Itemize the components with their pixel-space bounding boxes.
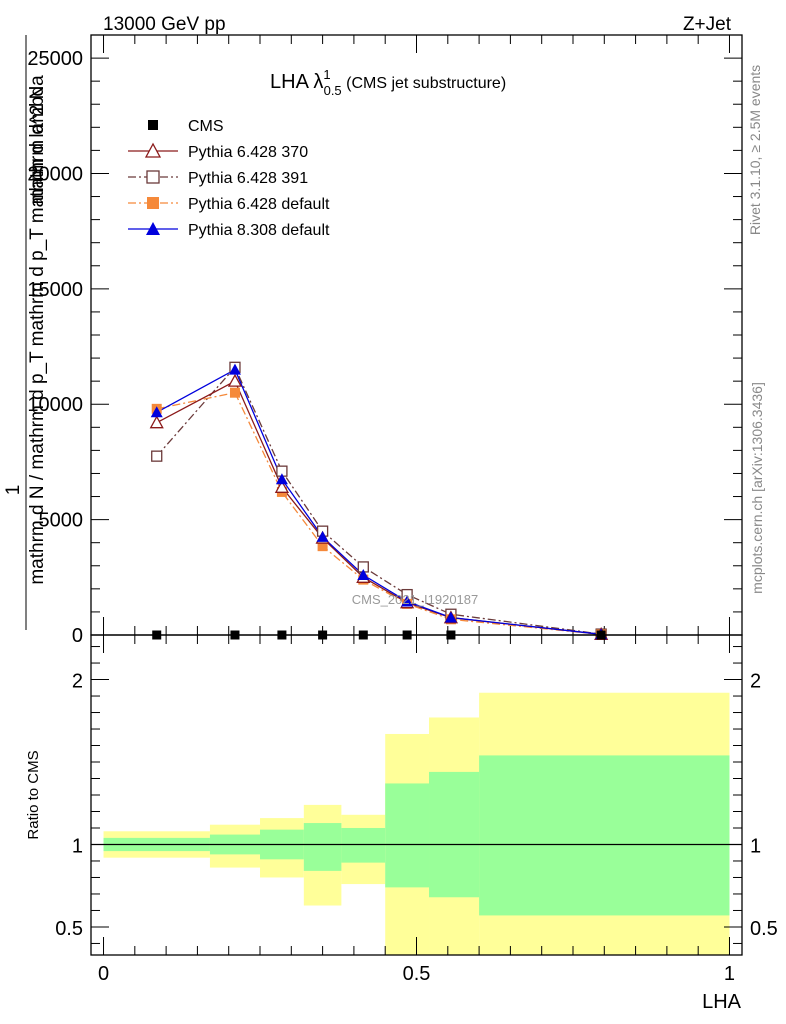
data-point: [317, 541, 328, 552]
watermark: CMS_2021_I1920187: [352, 592, 479, 607]
legend-label: Pythia 6.428 391: [188, 170, 308, 187]
ratio-stat-band: [385, 783, 430, 888]
data-point: [228, 363, 241, 375]
data-point: [149, 415, 164, 429]
main-y-tick-label: 20000: [27, 163, 83, 185]
ratio-y-tick-label: 1: [750, 835, 761, 857]
data-point: [275, 473, 288, 485]
main-y-tick-label: 0: [72, 625, 83, 647]
data-point: [444, 611, 457, 623]
ratio-y-tick-label: 2: [750, 671, 761, 693]
ratio-stat-band: [479, 755, 730, 916]
header-left: 13000 GeV pp: [103, 14, 226, 35]
data-point: [150, 406, 163, 418]
y-axis-label-denominator: mathrm d N / mathrm d p_T mathrm d p_T m…: [27, 75, 48, 585]
legend-label: Pythia 6.428 default: [188, 196, 330, 213]
main-panel: 0 5000 10000 15000 20000 25000: [27, 34, 743, 647]
data-point: [316, 530, 329, 542]
x-axis-label: LHA: [702, 991, 742, 1013]
series-line: [156, 366, 602, 635]
ratio-y-tick-label: 0.5: [750, 918, 778, 940]
data-point: [227, 373, 243, 387]
ratio-y-tick-label: 2: [72, 671, 83, 693]
legend-label: Pythia 6.428 370: [188, 144, 308, 161]
x-tick-label: 0.5: [403, 963, 431, 985]
legend-marker: [146, 222, 160, 235]
rivet-label: Rivet 3.1.10, ≥ 2.5M events: [747, 65, 763, 235]
ratio-y-tick-label: 1: [72, 835, 83, 857]
legend-marker: [146, 170, 160, 184]
mcplots-label: mcplots.cern.ch [arXiv:1306.3436]: [749, 382, 765, 594]
y-axis-label-numerator: 1: [3, 485, 24, 496]
header-right: Z+Jet: [683, 14, 732, 35]
y-axis-label-top: mathrm d^2 N: [27, 86, 48, 205]
ratio-y-label: Ratio to CMS: [25, 750, 42, 839]
x-tick-label: 1: [724, 963, 735, 985]
legend-label: CMS: [188, 118, 224, 135]
x-tick-label: 0: [98, 963, 109, 985]
data-point: [357, 569, 370, 580]
series-line: [156, 368, 602, 635]
legend-marker: [144, 142, 162, 158]
ratio-panel: 0.5 0.5 1 1 2 2 0 0.5 1: [55, 634, 778, 985]
ratio-stat-band: [303, 823, 342, 871]
data-point: [274, 479, 290, 493]
data-point: [401, 595, 414, 607]
legend-marker: [148, 120, 158, 130]
legend-label: Pythia 8.308 default: [188, 222, 330, 239]
legend-marker: [147, 197, 159, 209]
plot-title: LHA λ1 0.5 (CMS jet substructure): [270, 67, 506, 98]
data-point: [229, 387, 240, 398]
ratio-stat-band: [429, 771, 480, 898]
main-y-tick-label: 15000: [27, 279, 83, 301]
legend: CMS Pythia 6.428 370 Pythia 6.428 391 Pythi…: [128, 118, 330, 239]
ratio-y-tick-label: 0.5: [55, 918, 83, 940]
main-y-tick-label: 25000: [27, 48, 83, 70]
ratio-frame: [90, 634, 743, 956]
main-y-tick-label: 10000: [27, 394, 83, 416]
data-point: [151, 450, 163, 462]
ratio-stat-band: [341, 827, 386, 863]
series-line: [156, 391, 602, 636]
main-y-tick-label: 5000: [39, 510, 84, 532]
